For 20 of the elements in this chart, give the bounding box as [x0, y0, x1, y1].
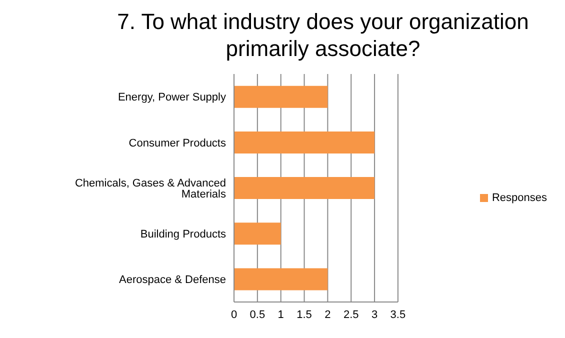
bar: [234, 268, 328, 290]
chart-title: 7. To what industry does your organization primarily associate?: [116, 8, 530, 63]
x-tick-label: 2.5: [343, 308, 359, 321]
y-tick-label: Energy, Power Supply: [118, 92, 226, 104]
x-tick-label: 3.5: [390, 308, 406, 321]
bar: [234, 86, 328, 108]
x-tick-label: 2: [324, 308, 331, 321]
y-tick-label: Aerospace & Defense: [118, 274, 226, 286]
x-tick-label: 0.5: [250, 308, 266, 321]
y-tick-label: Chemicals, Gases & Advanced Materials: [74, 177, 226, 200]
x-tick-label: 1.5: [296, 308, 312, 321]
bar: [234, 222, 281, 245]
bar: [234, 177, 375, 200]
y-tick-label: Consumer Products: [128, 137, 226, 150]
x-tick-label: 3: [371, 308, 378, 321]
x-tick-label: 1: [278, 308, 284, 321]
x-tick-label: 0: [230, 308, 238, 321]
y-tick-label: Building Products: [140, 228, 226, 241]
legend-label: Responses: [492, 192, 547, 204]
bar: [234, 131, 375, 154]
